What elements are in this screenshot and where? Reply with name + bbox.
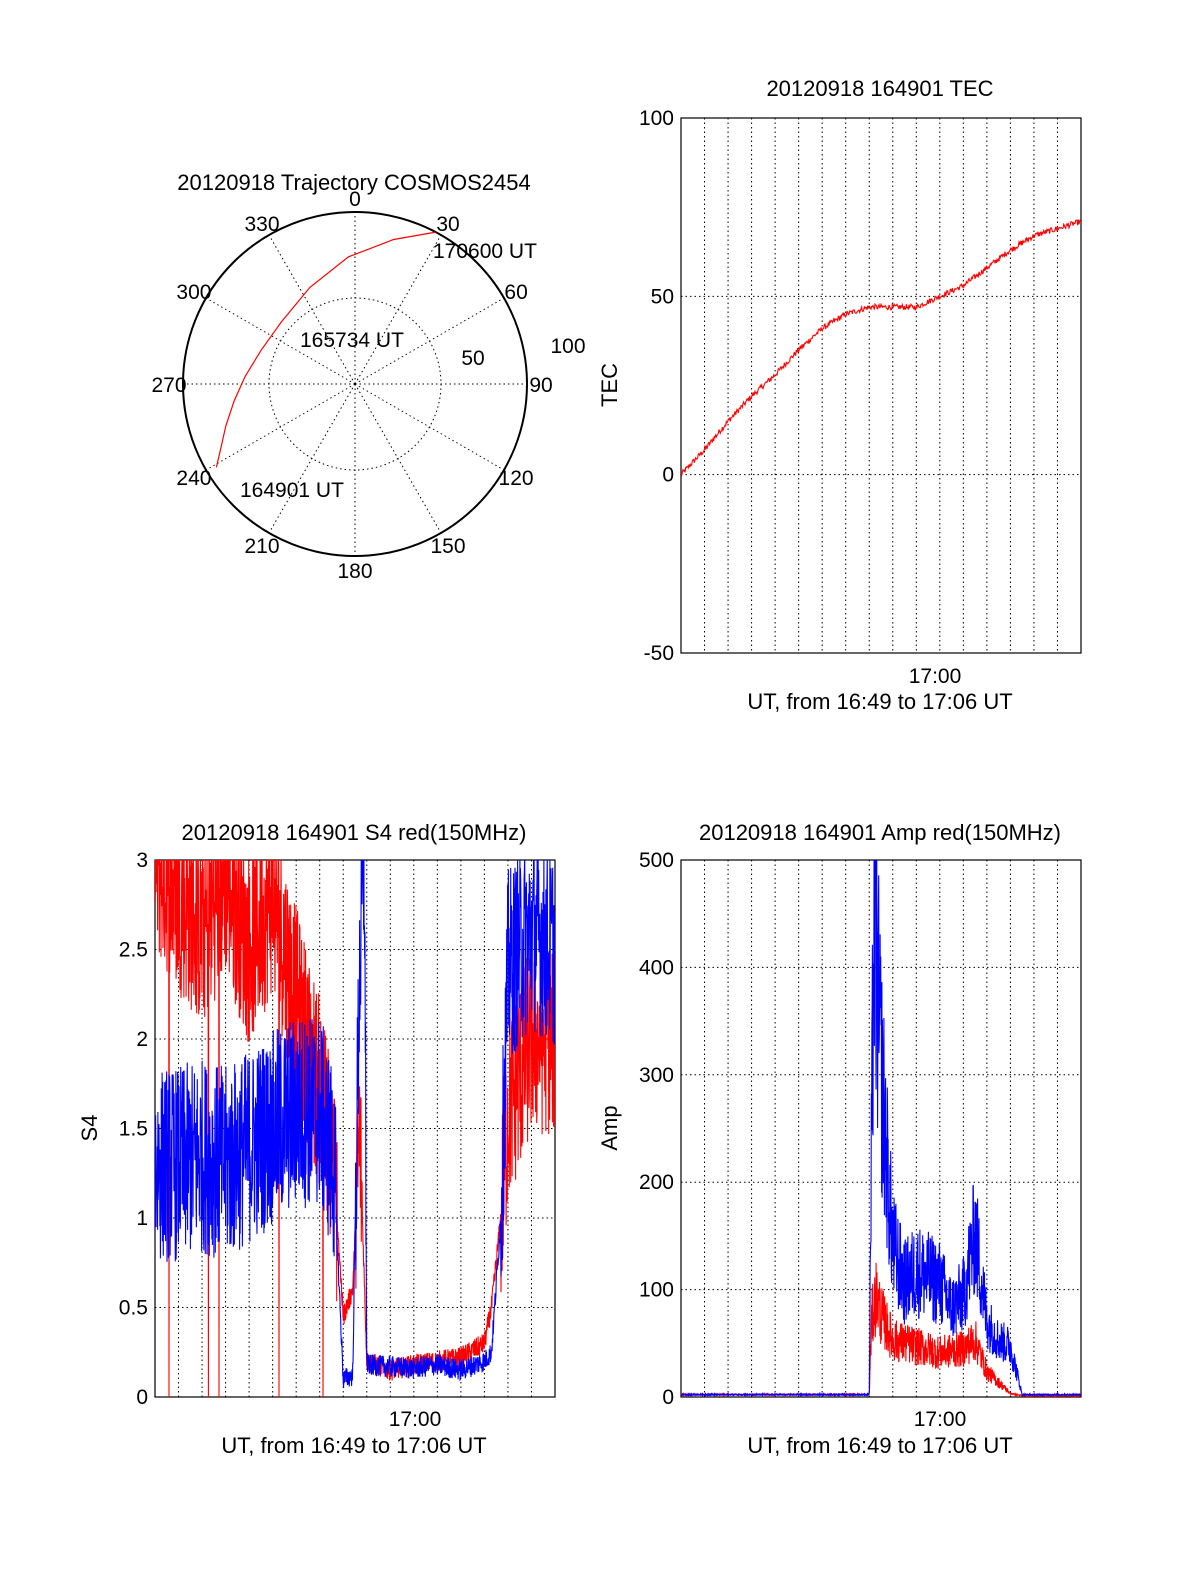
polar-spoke [354, 383, 505, 471]
trajectory-title: 20120918 Trajectory COSMOS2454 [177, 170, 530, 195]
y-tick-label: 1.5 [119, 1118, 148, 1141]
y-tick-label: 3 [136, 849, 148, 872]
s4-ylabel: S4 [77, 1115, 102, 1142]
y-tick-label: 2.5 [119, 939, 148, 962]
trajectory-start-label: 164901 UT [240, 479, 344, 502]
y-tick-label: 300 [639, 1064, 674, 1087]
blue-series-line [681, 860, 1081, 1397]
s4-title: 20120918 164901 S4 red(150MHz) [182, 820, 527, 845]
y-tick-label: 2 [136, 1028, 148, 1051]
tec-panel: 20120918 164901 TEC TEC UT, from 16:49 t… [597, 76, 1082, 714]
amp-title: 20120918 164901 Amp red(150MHz) [699, 820, 1061, 845]
amp-ylabel: Amp [597, 1105, 622, 1150]
y-tick-label: 400 [639, 956, 674, 979]
y-tick-label: 0 [662, 1386, 674, 1409]
polar-azimuth-label: 270 [151, 374, 186, 397]
y-tick-label: -50 [644, 642, 674, 665]
y-tick-label: 0 [662, 464, 674, 487]
y-tick-label: 0 [136, 1386, 148, 1409]
plot-frame [680, 859, 1082, 1398]
trajectory-end-label: 170600 UT [433, 240, 537, 263]
y-tick-label: 0.5 [119, 1297, 148, 1320]
tec-xlabel: UT, from 16:49 to 17:06 UT [747, 689, 1012, 714]
polar-azimuth-label: 120 [499, 467, 534, 490]
y-tick-label: 200 [639, 1171, 674, 1194]
tec-ylabel: TEC [597, 363, 622, 407]
y-tick-label: 100 [639, 107, 674, 130]
polar-spoke [354, 234, 442, 385]
red-series-line [681, 218, 1081, 477]
polar-radial-label: 50 [461, 347, 484, 370]
polar-spoke [205, 383, 356, 471]
polar-spoke [268, 234, 356, 385]
blue-series-line [155, 860, 555, 1389]
polar-radial-label: 100 [550, 335, 585, 358]
amp-panel: 20120918 164901 Amp red(150MHz) Amp UT, … [597, 820, 1082, 1458]
polar-labels: 0 30 60 90 120 150 180 210 240 270 300 330 50 100 [151, 188, 585, 583]
red-series-line [681, 1262, 1081, 1397]
tec-xtick-1700: 17:00 [909, 665, 962, 688]
polar-azimuth-label: 210 [244, 535, 279, 558]
plot-frame [680, 117, 1082, 654]
trajectory-polar-plot: 20120918 Trajectory COSMOS2454 0 30 60 90 12… [151, 170, 585, 583]
s4-xtick-1700: 17:00 [389, 1408, 442, 1431]
polar-azimuth-label: 90 [529, 374, 552, 397]
polar-azimuth-label: 0 [349, 188, 361, 211]
polar-azimuth-label: 180 [337, 560, 372, 583]
polar-azimuth-label: 60 [504, 281, 527, 304]
polar-spoke [354, 383, 442, 534]
amp-xlabel: UT, from 16:49 to 17:06 UT [747, 1433, 1012, 1458]
polar-spoke [354, 297, 505, 385]
s4-panel: 20120918 164901 S4 red(150MHz) S4 UT, fr… [77, 820, 556, 1458]
s4-xlabel: UT, from 16:49 to 17:06 UT [221, 1433, 486, 1458]
polar-spoke [268, 383, 356, 534]
y-tick-label: 1 [136, 1207, 148, 1230]
y-tick-label: 50 [651, 285, 674, 308]
trajectory-line [215, 231, 436, 468]
y-tick-label: 500 [639, 849, 674, 872]
polar-azimuth-label: 330 [244, 213, 279, 236]
polar-azimuth-label: 150 [430, 535, 465, 558]
y-tick-label: 100 [639, 1279, 674, 1302]
polar-azimuth-label: 300 [176, 281, 211, 304]
polar-grid [182, 211, 528, 557]
trajectory-mid-label: 165734 UT [300, 329, 404, 352]
polar-spoke [205, 297, 356, 385]
tec-title: 20120918 164901 TEC [766, 76, 993, 101]
amp-xtick-1700: 17:00 [914, 1408, 967, 1431]
polar-azimuth-label: 30 [436, 213, 459, 236]
polar-azimuth-label: 240 [176, 467, 211, 490]
